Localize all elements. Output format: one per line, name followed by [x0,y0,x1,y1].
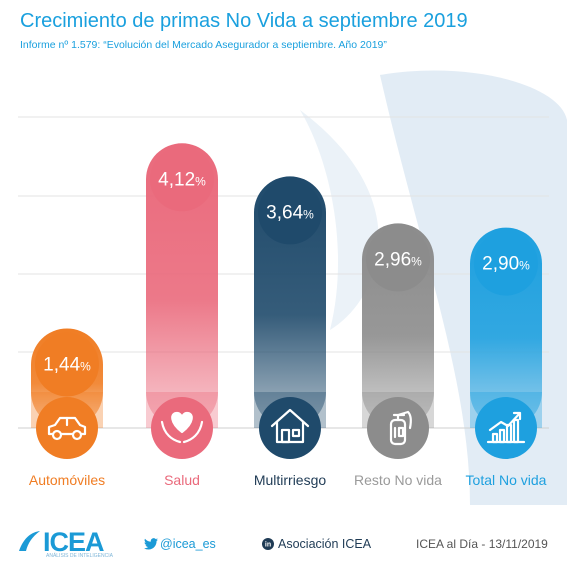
bars-group: 1,44% Automóviles 4,12% Salud 3,64% Multirrie… [29,143,547,488]
bar [146,143,218,429]
icea-logo-icon [19,531,40,551]
icon-circle [36,397,98,459]
growth-chart-icon [486,411,526,444]
fire-extinguisher-icon [389,410,412,446]
category-label: Resto No vida [354,472,442,488]
data-label: 2,90% [482,254,530,275]
footer-date: ICEA al Día - 13/11/2019 [416,537,548,551]
icea-logo-text: ICEA [43,527,105,557]
icon-circle [259,397,321,459]
category-label: Multirriesgo [254,472,327,488]
category-label: Salud [164,472,200,488]
footer: ICEA ANÁLISIS DE INTELIGENCIA @icea_es i… [0,517,567,567]
linkedin-name[interactable]: Asociación ICEA [278,537,372,551]
value-circle [366,227,430,292]
house-icon [270,408,310,444]
icea-logo-subtext: ANÁLISIS DE INTELIGENCIA [46,553,113,559]
car-icon [47,416,87,441]
linkedin-icon: in [262,538,274,550]
svg-text:in: in [265,542,271,549]
chart-subtitle: Informe nº 1.579: “Evolución del Mercado… [20,39,387,51]
bar [254,176,326,428]
data-label: 1,44% [43,354,91,375]
twitter-icon [144,538,158,550]
category-label: Total No vida [466,472,547,488]
category-label: Automóviles [29,472,105,488]
data-label: 4,12% [158,169,206,190]
twitter-handle[interactable]: @icea_es [160,537,216,551]
value-circle [474,231,538,296]
heart-hands-icon [160,411,204,444]
value-circle [150,147,214,212]
data-label: 3,64% [266,202,314,223]
chart-title: Crecimiento de primas No Vida a septiemb… [20,10,468,32]
value-circle [35,332,99,397]
data-label: 2,96% [374,249,422,270]
value-circle [258,180,322,245]
